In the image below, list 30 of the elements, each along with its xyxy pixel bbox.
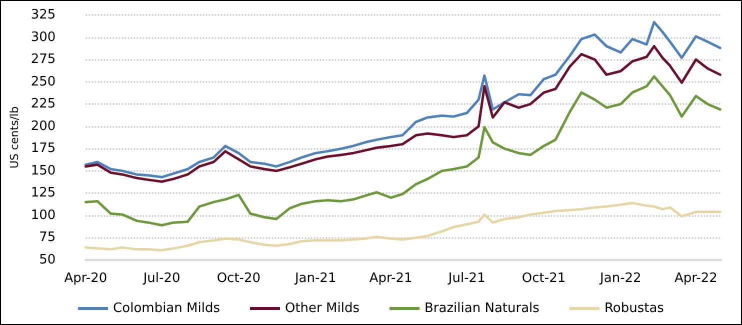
y-tick-label: 225 bbox=[30, 96, 56, 112]
line-series bbox=[84, 20, 722, 178]
y-tick-label: 100 bbox=[30, 208, 56, 223]
legend-label: Robustas bbox=[604, 301, 664, 316]
legend-label: Colombian Milds bbox=[113, 301, 220, 316]
y-tick-label: 275 bbox=[30, 52, 56, 68]
x-tick-label: Apr-21 bbox=[369, 271, 412, 286]
x-tick-label: Apr-22 bbox=[674, 271, 718, 286]
x-tick-label: Oct-21 bbox=[522, 271, 566, 286]
legend-label: Brazilian Naturals bbox=[424, 301, 540, 316]
y-tick-label: 125 bbox=[30, 186, 56, 201]
line-series bbox=[84, 44, 722, 183]
x-tick-label: Jan-21 bbox=[294, 271, 336, 286]
x-tick-label: Jul-21 bbox=[447, 271, 486, 286]
x-tick-label: Jul-20 bbox=[142, 271, 180, 286]
y-tick-label: 250 bbox=[30, 74, 56, 90]
y-tick-label: 300 bbox=[30, 30, 56, 45]
y-tick-label: 325 bbox=[30, 8, 56, 22]
line-series bbox=[84, 75, 722, 227]
x-tick-label: Oct-20 bbox=[216, 271, 261, 286]
line-series bbox=[84, 202, 722, 252]
x-tick-label: Jan-22 bbox=[599, 271, 642, 286]
y-tick-label: 200 bbox=[30, 118, 56, 134]
legend-label: Other Milds bbox=[284, 301, 360, 316]
x-tick-label: Apr-20 bbox=[64, 271, 108, 286]
y-axis-title: US cents/lb bbox=[8, 106, 21, 169]
y-tick-label: 50 bbox=[39, 252, 56, 268]
y-tick-label: 150 bbox=[30, 163, 56, 178]
y-tick-label: 175 bbox=[30, 141, 56, 156]
y-tick-label: 75 bbox=[39, 230, 56, 246]
